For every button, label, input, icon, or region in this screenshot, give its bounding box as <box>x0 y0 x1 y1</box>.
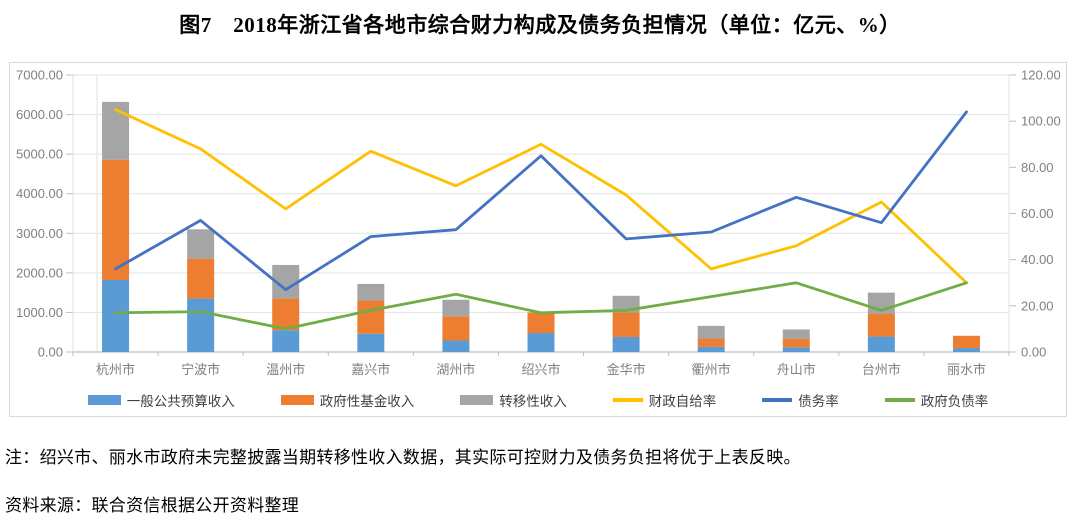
chart-canvas: 0.00 1000.00 2000.00 3000.00 4000.00 5000.00 6… <box>16 68 1061 378</box>
left-axis-tick-label: 0.00 <box>38 345 63 360</box>
legend-line-swatch <box>762 398 793 402</box>
chart-area: 0.00 1000.00 2000.00 3000.00 4000.00 5000.00 6… <box>9 62 1067 417</box>
bar-segment-转移性收入 <box>357 283 385 301</box>
right-axis-tick-label: 40.00 <box>1021 252 1054 267</box>
left-axis-tick-label: 4000.00 <box>16 186 63 201</box>
left-axis-tick-label: 3000.00 <box>16 226 63 241</box>
x-axis-category-label: 舟山市 <box>777 362 816 377</box>
bar-segment-一般公共预算收入 <box>272 330 300 352</box>
data-source-note: 资料来源：联合资信根据公开资料整理 <box>5 496 300 515</box>
bar-segment-一般公共预算收入 <box>527 333 555 352</box>
legend-label: 债务率 <box>798 394 839 409</box>
bar-segment-政府性基金收入 <box>952 335 980 349</box>
bar-segment-一般公共预算收入 <box>357 333 385 352</box>
bar-segment-一般公共预算收入 <box>952 348 980 352</box>
right-axis-tick-label: 20.00 <box>1021 298 1054 313</box>
bar-segment-一般公共预算收入 <box>697 346 725 352</box>
x-axis-category-label: 衢州市 <box>692 362 731 377</box>
legend-bar-swatch <box>280 395 314 405</box>
bar-segment-转移性收入 <box>782 329 810 339</box>
legend-item: 一般公共预算收入 <box>87 390 235 410</box>
line-政府负债率 <box>114 281 968 331</box>
x-axis-category-label: 湖州市 <box>436 362 475 377</box>
legend-label: 政府性基金收入 <box>319 394 415 409</box>
bar-segment-政府性基金收入 <box>527 312 555 334</box>
bar-segment-一般公共预算收入 <box>782 347 810 352</box>
left-axis-tick-label: 6000.00 <box>16 107 63 122</box>
bar-segment-转移性收入 <box>187 229 215 259</box>
x-axis-category-label: 温州市 <box>266 362 305 377</box>
bar-segment-政府性基金收入 <box>867 314 895 337</box>
bar-segment-政府性基金收入 <box>612 312 640 337</box>
bar-segment-政府性基金收入 <box>102 159 130 280</box>
legend-label: 政府负债率 <box>920 394 989 409</box>
legend-label: 一般公共预算收入 <box>126 394 235 409</box>
legend-label: 转移性收入 <box>499 394 567 409</box>
bar-segment-政府性基金收入 <box>697 338 725 347</box>
bar-segment-政府性基金收入 <box>272 298 300 331</box>
bar-segment-转移性收入 <box>697 325 725 339</box>
legend-item: 政府性基金收入 <box>280 390 415 410</box>
bar-segment-一般公共预算收入 <box>102 279 130 352</box>
left-axis-tick-label: 1000.00 <box>16 305 63 320</box>
left-axis-tick-label: 7000.00 <box>16 68 63 83</box>
line-债务率 <box>114 110 968 292</box>
x-axis-category-label: 嘉兴市 <box>351 362 390 377</box>
x-axis-category-label: 台州市 <box>862 362 901 377</box>
line-财政自给率 <box>114 108 968 285</box>
bar-segment-一般公共预算收入 <box>867 336 895 352</box>
chart-title: 图7 2018年浙江省各地市综合财力构成及债务负担情况（单位：亿元、%） <box>179 13 901 37</box>
bar-segment-转移性收入 <box>442 299 470 317</box>
legend-item: 政府负债率 <box>884 390 989 410</box>
bar-segment-一般公共预算收入 <box>187 298 215 352</box>
x-axis-category-label: 杭州市 <box>96 362 135 377</box>
x-axis-category-label: 绍兴市 <box>521 362 560 377</box>
legend-bar-swatch <box>87 395 121 405</box>
chart-footnote: 注：绍兴市、丽水市政府未完整披露当期转移性收入数据，其实际可控财力及债务负担将优… <box>5 448 801 467</box>
left-axis-tick-label: 2000.00 <box>16 265 63 280</box>
right-axis-tick-label: 120.00 <box>1021 68 1061 83</box>
bar-segment-政府性基金收入 <box>357 300 385 334</box>
legend-label: 财政自给率 <box>648 394 717 409</box>
bar-segment-一般公共预算收入 <box>442 340 470 352</box>
legend-line-swatch <box>612 398 643 402</box>
legend-item: 转移性收入 <box>460 390 567 410</box>
legend-item: 财政自给率 <box>612 390 717 410</box>
left-axis-tick-label: 5000.00 <box>16 147 63 162</box>
legend-item: 债务率 <box>762 390 839 410</box>
x-axis-category-label: 宁波市 <box>181 362 220 377</box>
x-axis-category-label: 金华市 <box>607 362 646 377</box>
bar-segment-一般公共预算收入 <box>612 336 640 352</box>
chart-legend: 一般公共预算收入 政府性基金收入 转移性收入 财政自给率 债务率 政府负债率 <box>10 390 1066 410</box>
right-axis-tick-label: 0.00 <box>1021 345 1046 360</box>
right-axis-tick-label: 60.00 <box>1021 206 1054 221</box>
legend-line-swatch <box>884 398 915 402</box>
bar-segment-政府性基金收入 <box>187 258 215 299</box>
bar-segment-政府性基金收入 <box>442 316 470 341</box>
legend-bar-swatch <box>460 395 494 405</box>
right-axis-tick-label: 100.00 <box>1021 114 1061 129</box>
bar-segment-转移性收入 <box>102 101 130 160</box>
bar-segment-政府性基金收入 <box>782 338 810 348</box>
x-axis-category-label: 丽水市 <box>947 362 986 377</box>
right-axis-tick-label: 80.00 <box>1021 160 1054 175</box>
